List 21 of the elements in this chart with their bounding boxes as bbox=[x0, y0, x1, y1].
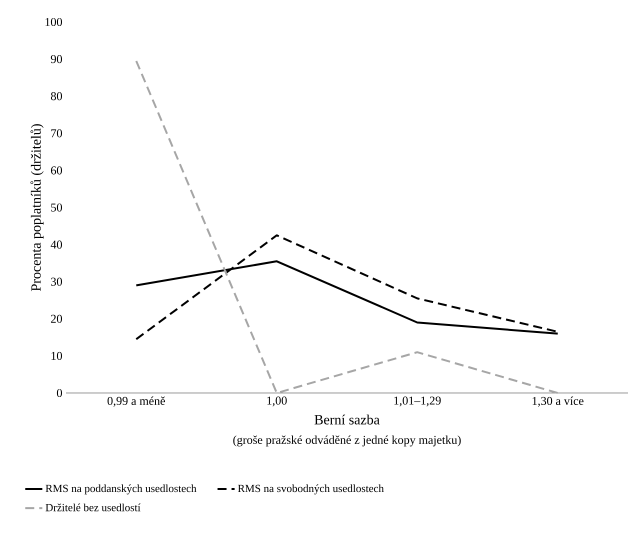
legend-label: Držitelé bez usedlostí bbox=[46, 504, 141, 512]
x-tick-label: 0,99 a méně bbox=[108, 396, 165, 407]
text: (groše pražské odváděné z jedné kopy majetku) bbox=[233, 435, 461, 446]
y-axis-title: Procenta poplatníků (držitelů) bbox=[30, 124, 44, 292]
y-tick-label: 10 bbox=[52, 352, 62, 360]
y-tick-label: 90 bbox=[50, 55, 62, 64]
legend-label: RMS na poddanských usedlostech bbox=[46, 484, 196, 494]
y-tick-label: 50 bbox=[51, 203, 62, 212]
legend-label: RMS na svobodných usedlostech bbox=[238, 484, 384, 494]
y-tick-label: 0 bbox=[56, 388, 62, 398]
x-tick-label: 1,01–1,29 bbox=[394, 396, 441, 406]
y-tick-label: 60 bbox=[50, 166, 62, 174]
x-tick-label: 1,00 bbox=[267, 396, 287, 406]
y-tick-label: 40 bbox=[50, 240, 62, 249]
x-axis-title: Berní sazba bbox=[314, 414, 380, 424]
y-tick-label: 100 bbox=[46, 18, 62, 26]
y-tick-label: 20 bbox=[51, 314, 62, 323]
x-tick-label: 1,30 a více bbox=[532, 396, 584, 407]
y-tick-label: 70 bbox=[51, 129, 62, 138]
y-tick-label: 30 bbox=[51, 278, 62, 286]
y-tick-label: 80 bbox=[50, 92, 62, 100]
